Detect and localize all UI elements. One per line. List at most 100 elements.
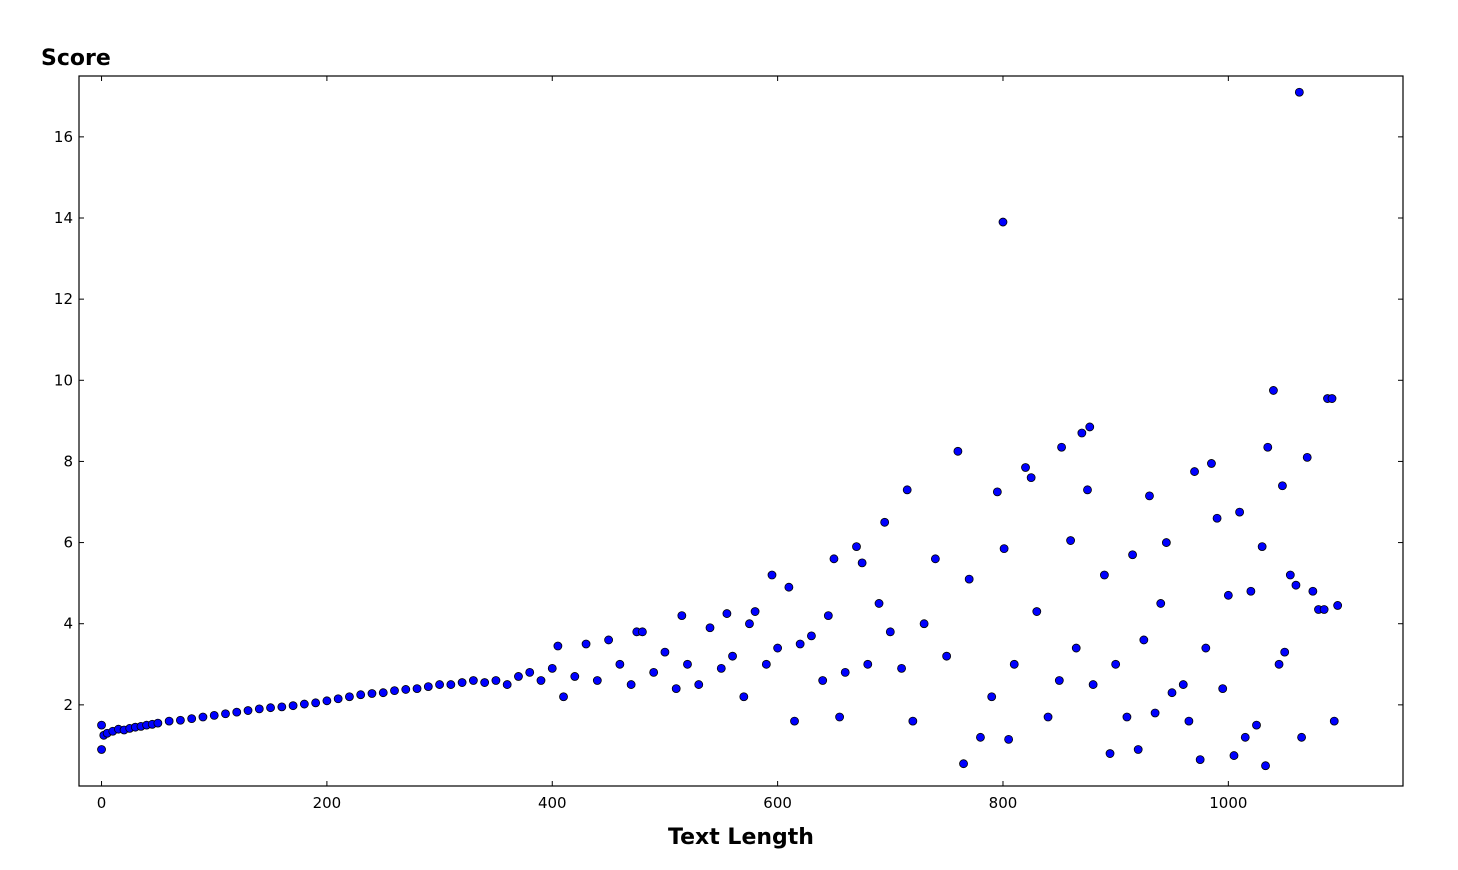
y-tick-label: 10 bbox=[54, 371, 73, 389]
data-point bbox=[863, 659, 873, 669]
data-point bbox=[671, 684, 681, 694]
data-point bbox=[288, 701, 298, 711]
data-point bbox=[874, 599, 884, 608]
data-point bbox=[176, 715, 185, 725]
data-point bbox=[1263, 442, 1273, 452]
data-point bbox=[852, 542, 861, 552]
data-point bbox=[767, 570, 777, 580]
data-point bbox=[1009, 659, 1019, 669]
data-point bbox=[728, 651, 737, 661]
data-point bbox=[491, 676, 501, 685]
data-point bbox=[1054, 676, 1064, 685]
data-point bbox=[1122, 712, 1132, 722]
data-point bbox=[1278, 481, 1287, 491]
data-point bbox=[1280, 647, 1290, 657]
y-tick-label: 12 bbox=[54, 290, 73, 308]
data-point bbox=[333, 694, 343, 704]
data-point bbox=[908, 716, 918, 726]
data-point bbox=[857, 558, 867, 568]
data-point bbox=[750, 607, 760, 616]
data-point bbox=[1167, 688, 1177, 698]
data-point bbox=[1190, 467, 1199, 476]
data-point bbox=[581, 639, 591, 649]
data-point bbox=[1212, 513, 1222, 523]
data-point bbox=[435, 680, 444, 689]
data-point bbox=[356, 690, 366, 700]
data-point bbox=[829, 554, 839, 564]
data-point bbox=[446, 680, 456, 689]
data-point bbox=[885, 627, 895, 637]
data-point bbox=[1083, 485, 1092, 495]
data-point bbox=[153, 718, 163, 728]
data-point bbox=[761, 659, 771, 669]
data-point bbox=[998, 217, 1008, 227]
data-point bbox=[1252, 720, 1261, 730]
data-point bbox=[705, 623, 715, 633]
data-point bbox=[1201, 643, 1211, 653]
x-tick-label: 800 bbox=[989, 794, 1018, 812]
data-point bbox=[1207, 459, 1216, 468]
data-point bbox=[1111, 659, 1121, 669]
data-point bbox=[992, 487, 1002, 497]
data-point bbox=[502, 680, 512, 689]
y-tick-label: 8 bbox=[63, 452, 73, 470]
data-point bbox=[953, 446, 963, 456]
data-point bbox=[1319, 605, 1329, 614]
data-point bbox=[1071, 643, 1081, 653]
y-axis-label: Score bbox=[41, 46, 111, 71]
data-point bbox=[547, 663, 557, 673]
y-tick-label: 4 bbox=[63, 615, 73, 633]
x-axis-label: Text Length bbox=[668, 825, 814, 850]
data-point bbox=[243, 706, 253, 715]
data-point bbox=[677, 611, 687, 620]
data-point bbox=[959, 759, 968, 769]
data-point bbox=[423, 682, 433, 691]
data-point bbox=[1026, 473, 1036, 483]
data-point bbox=[902, 485, 912, 495]
data-point bbox=[1057, 442, 1066, 452]
data-point bbox=[570, 672, 580, 681]
data-point bbox=[716, 663, 726, 673]
data-point bbox=[97, 720, 106, 730]
data-point bbox=[468, 676, 478, 685]
data-point bbox=[919, 619, 929, 629]
data-point bbox=[1291, 580, 1301, 590]
data-point bbox=[722, 609, 732, 618]
data-point bbox=[683, 659, 692, 669]
data-point bbox=[1184, 716, 1194, 726]
data-point bbox=[1285, 570, 1295, 580]
data-point bbox=[254, 704, 264, 714]
data-point bbox=[1333, 601, 1343, 610]
points-layer bbox=[97, 87, 1343, 771]
x-tick-label: 200 bbox=[313, 794, 342, 812]
x-axis-ticks: 0 200 400 600 800 1000 bbox=[97, 76, 1247, 812]
data-point bbox=[1043, 712, 1053, 722]
data-point bbox=[592, 676, 602, 685]
data-point bbox=[1257, 542, 1267, 552]
data-point bbox=[773, 643, 783, 653]
data-point bbox=[457, 678, 467, 687]
data-point bbox=[1085, 422, 1095, 432]
data-point bbox=[311, 698, 321, 708]
y-tick-label: 2 bbox=[63, 696, 73, 714]
data-point bbox=[525, 668, 535, 677]
data-point bbox=[209, 711, 219, 720]
data-point bbox=[1139, 635, 1149, 645]
data-point bbox=[976, 732, 985, 742]
plot-area-frame bbox=[78, 75, 1404, 787]
data-point bbox=[1246, 586, 1256, 596]
data-point bbox=[1308, 586, 1318, 596]
data-point bbox=[739, 692, 749, 702]
data-point bbox=[164, 716, 174, 726]
data-point bbox=[1156, 599, 1166, 608]
data-point bbox=[745, 619, 754, 629]
x-tick-label: 400 bbox=[538, 794, 567, 812]
data-point bbox=[823, 611, 833, 620]
data-point bbox=[942, 651, 952, 661]
data-point bbox=[1100, 570, 1109, 580]
data-point bbox=[897, 663, 906, 673]
data-point bbox=[1066, 536, 1075, 545]
data-point bbox=[299, 699, 309, 709]
data-point bbox=[232, 707, 242, 717]
